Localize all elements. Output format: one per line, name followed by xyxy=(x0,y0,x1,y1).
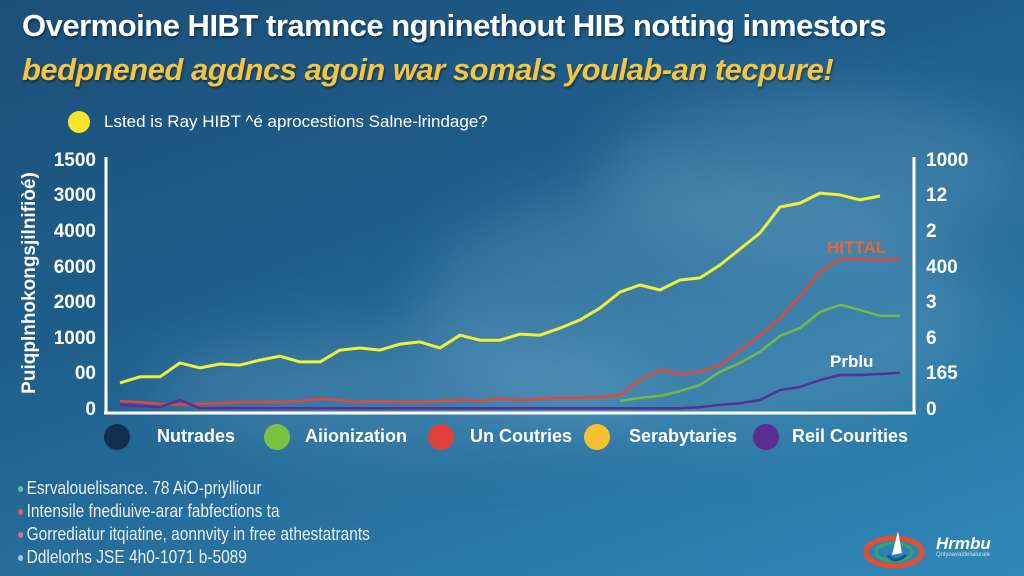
series-line-2 xyxy=(619,303,900,403)
y-tick-left: 3000 xyxy=(53,185,96,207)
legend-label: Un Coutries xyxy=(470,426,573,446)
series-line-0 xyxy=(119,191,881,385)
note-dot-icon xyxy=(68,111,90,133)
bullet-text: Gorrediatur itqiatine, aonnvity in free … xyxy=(26,524,370,544)
legend-label: Aiionization xyxy=(305,426,407,446)
legend-dot-serabytaries xyxy=(584,424,610,450)
bullet-dot-icon xyxy=(18,531,24,538)
brand-name: Hrmbu xyxy=(936,534,991,553)
y-tick-right: 165 xyxy=(926,363,958,385)
y-tick-left: 2000 xyxy=(53,292,96,314)
legend-dot-reil-courities xyxy=(753,424,779,450)
brand-tagline: Qnlyoavaldelialurale xyxy=(936,552,991,558)
bullet-item: Ddlelorhs JSE 4h0-1071 b-5089 xyxy=(18,546,370,569)
bullet-dot-icon xyxy=(18,485,24,492)
annotation-hittal: HITTAL xyxy=(827,238,887,257)
y-tick-left: 4000 xyxy=(53,221,96,242)
bullet-item: Gorrediatur itqiatine, aonnvity in free … xyxy=(18,523,370,546)
y-tick-left: 1500 xyxy=(53,149,96,171)
legend-label: Serabytaries xyxy=(629,426,738,446)
bullet-item: Intensile fnediuive-arar fabfections ta xyxy=(18,500,370,523)
bullet-text: Esrvalouelisance. 78 AiO-priylliour xyxy=(26,478,262,498)
note-text: Lsted is Ray HIBT ^é aprocestions Salne-… xyxy=(104,112,488,131)
legend-label: Reil Courities xyxy=(792,426,909,446)
y-tick-left: 0 xyxy=(85,399,96,420)
bullet-list: Esrvalouelisance. 78 AiO-priylliour Inte… xyxy=(18,477,370,569)
chart-title: Overmoine HIBT tramnce ngninethout HIB n… xyxy=(22,8,887,43)
brand-logo-icon xyxy=(863,531,925,569)
y-tick-right: 6 xyxy=(926,327,937,349)
bullet-item: Esrvalouelisance. 78 AiO-priylliour xyxy=(18,477,370,500)
annotation-prblu: Prblu xyxy=(830,352,874,371)
y-tick-right: 3 xyxy=(926,292,937,314)
chart-legend: Nutrades Aiionization Un Coutries Seraby… xyxy=(0,422,1024,450)
series-line-3 xyxy=(119,371,901,410)
legend-dot-aiionization xyxy=(264,424,290,450)
y-tick-left: 00 xyxy=(74,363,96,385)
chart-note: Lsted is Ray HIBT ^é aprocestions Salne-… xyxy=(68,111,488,133)
y-tick-right: 0 xyxy=(926,399,937,420)
y-tick-right: 1000 xyxy=(926,149,969,171)
bullet-dot-icon xyxy=(18,508,24,515)
legend-dot-un-coutries xyxy=(428,424,454,450)
y-tick-left: 1000 xyxy=(53,327,96,349)
y-tick-right: 400 xyxy=(926,256,958,278)
series-line-1 xyxy=(119,257,901,407)
y-tick-right: 12 xyxy=(926,185,948,207)
bullet-dot-icon xyxy=(18,554,24,561)
legend-label: Nutrades xyxy=(157,426,236,446)
bullet-text: Intensile fnediuive-arar fabfections ta xyxy=(26,501,280,521)
y-tick-left: 6000 xyxy=(53,256,96,278)
legend-dot-nutrades xyxy=(104,424,130,450)
bullet-text: Ddlelorhs JSE 4h0-1071 b-5089 xyxy=(26,547,247,567)
chart-subtitle: bedpnened agdncs agoin war somals youlab… xyxy=(22,52,834,87)
y-tick-right: 2 xyxy=(926,221,937,242)
